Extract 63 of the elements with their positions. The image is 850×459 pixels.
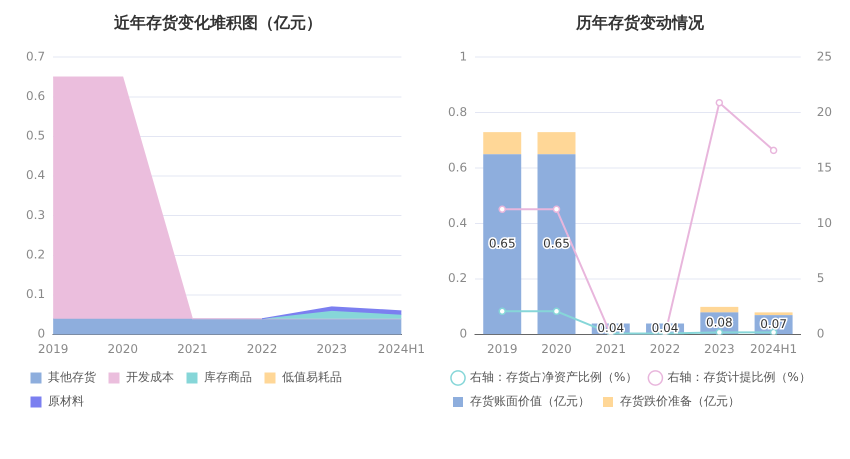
x-tick-label: 2020 xyxy=(541,342,572,356)
x-tick-label: 2019 xyxy=(486,342,518,356)
y-tick-label: 0.2 xyxy=(448,271,468,286)
point xyxy=(716,98,724,106)
legend-label: 存货跌价准备（亿元） xyxy=(620,394,740,408)
point xyxy=(770,146,778,154)
bar xyxy=(483,132,522,154)
y2-tick-label: 0 xyxy=(816,326,824,341)
y-tick-label: 0.1 xyxy=(26,287,46,302)
legend-label: 原材料 xyxy=(48,394,84,408)
y2-tick-label: 5 xyxy=(816,271,824,286)
data-label: 0.65 xyxy=(488,236,516,250)
x-tick-label: 2024H1 xyxy=(378,342,426,356)
data-label: 0.04 xyxy=(597,320,624,335)
y-tick-label: 0.7 xyxy=(26,49,46,64)
point xyxy=(498,308,506,316)
y-tick-label: 0.4 xyxy=(448,216,468,230)
y-tick-label: 0.5 xyxy=(26,128,46,143)
data-label: 0.65 xyxy=(543,236,570,250)
bar xyxy=(538,132,576,154)
x-tick-label: 2020 xyxy=(107,342,138,356)
x-tick-label: 2019 xyxy=(38,342,68,356)
y2-tick-label: 10 xyxy=(816,216,832,230)
legend-label: 库存商品 xyxy=(204,370,252,384)
bar xyxy=(538,154,576,334)
point xyxy=(552,308,560,316)
data-label: 0.08 xyxy=(706,315,733,330)
y2-tick-label: 15 xyxy=(816,160,832,174)
y-tick-label: 0.4 xyxy=(26,168,46,182)
legend-label: 存货账面价值（亿元） xyxy=(470,394,590,408)
x-tick-label: 2023 xyxy=(704,342,735,356)
point xyxy=(498,205,506,213)
y-tick-label: 0.6 xyxy=(448,160,468,174)
y-tick-label: 0.3 xyxy=(26,208,46,222)
legend-label: 低值易耗品 xyxy=(282,370,342,384)
x-tick-label: 2021 xyxy=(177,342,208,356)
legend-label: 右轴：存货占净资产比例（%） xyxy=(470,370,638,384)
y-tick-label: 0.8 xyxy=(448,104,468,119)
data-label: 0.07 xyxy=(760,316,787,331)
legend-label: 右轴：存货计提比例（%） xyxy=(667,370,811,384)
data-label: 0.04 xyxy=(652,320,678,335)
x-tick-label: 2021 xyxy=(595,342,626,356)
chart-title: 近年存货变化堆积图（亿元） xyxy=(113,12,322,32)
y-tick-label: 0 xyxy=(37,326,46,341)
legend-label: 开发成本 xyxy=(126,370,174,384)
chart-title: 历年存货变动情况 xyxy=(575,12,705,32)
point xyxy=(716,328,724,335)
x-tick-label: 2022 xyxy=(246,342,278,356)
bar xyxy=(700,306,738,312)
legend-label: 其他存货 xyxy=(48,370,96,384)
bar xyxy=(754,312,793,316)
y-tick-label: 0.6 xyxy=(26,88,46,103)
y-tick-label: 1 xyxy=(459,49,468,64)
point xyxy=(552,205,560,213)
x-tick-label: 2023 xyxy=(316,342,348,356)
y2-tick-label: 20 xyxy=(816,104,832,119)
x-tick-label: 2022 xyxy=(650,342,680,356)
y-tick-label: 0.2 xyxy=(26,247,46,262)
y-tick-label: 0 xyxy=(459,326,468,341)
point xyxy=(770,328,778,335)
bar xyxy=(483,154,522,334)
x-tick-label: 2024H1 xyxy=(750,342,798,356)
y2-tick-label: 25 xyxy=(816,49,832,64)
